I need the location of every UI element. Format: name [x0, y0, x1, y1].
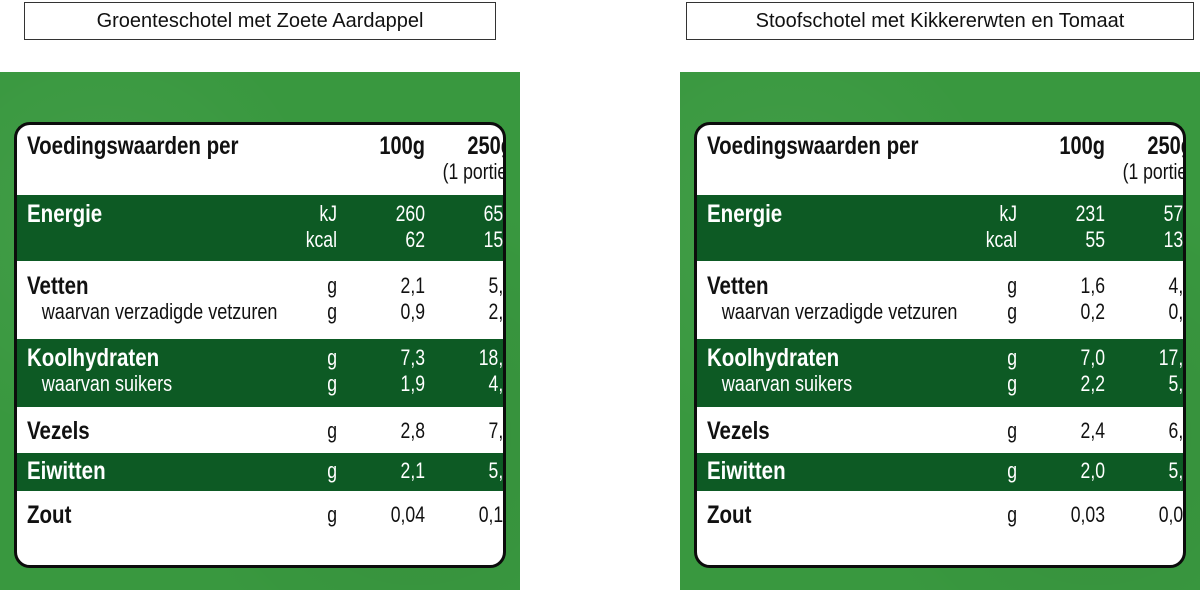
vetten-100g: 1,6 — [1080, 273, 1105, 298]
koolhydraten-label: Koolhydraten — [707, 344, 840, 372]
vezels-250g: 7,0 — [488, 418, 504, 443]
koolhydraten-100g: 7,0 — [1080, 345, 1105, 370]
unit-g: g — [1007, 502, 1017, 527]
kj-250g: 650 — [483, 201, 504, 226]
energie-label: Energie — [707, 200, 783, 228]
vezels-row: Vezels g 2,8 7,0 — [17, 413, 503, 449]
eiwitten-250g: 5,3 — [488, 458, 504, 483]
nutrition-panel-2: Voedingswaarden per 100g 250g(1 portie) … — [680, 72, 1200, 590]
kj-100g: 231 — [1075, 201, 1105, 226]
eiwitten-label: Eiwitten — [707, 457, 786, 485]
unit-g: g — [327, 345, 337, 370]
nutrition-table-1: Voedingswaarden per 100g 250g(1 portie) … — [14, 122, 506, 568]
col-portie: (1 portie) — [442, 159, 506, 184]
eiwitten-250g: 5,0 — [1168, 458, 1184, 483]
koolhydraten-250g: 17,5 — [1158, 345, 1184, 370]
zout-250g: 0,08 — [1158, 502, 1184, 527]
verzadigd-250g: 2,3 — [488, 299, 504, 324]
vetten-100g: 2,1 — [400, 273, 425, 298]
unit-g: g — [327, 371, 337, 396]
kj-250g: 577 — [1163, 201, 1184, 226]
vezels-100g: 2,4 — [1080, 418, 1105, 443]
verzadigd-100g: 0,2 — [1080, 299, 1105, 324]
unit-g: g — [327, 418, 337, 443]
zout-100g: 0,03 — [1070, 502, 1105, 527]
vezels-label: Vezels — [707, 417, 770, 445]
col-100g: 100g — [379, 132, 425, 160]
unit-g: g — [1007, 299, 1017, 324]
header-label: Voedingswaarden per — [27, 132, 239, 160]
unit-g: g — [327, 458, 337, 483]
vezels-100g: 2,8 — [400, 418, 425, 443]
kcal-100g: 55 — [1085, 227, 1105, 252]
zout-label: Zout — [27, 501, 72, 529]
header-label: Voedingswaarden per — [707, 132, 919, 160]
unit-g: g — [1007, 371, 1017, 396]
verzadigd-250g: 0,5 — [1168, 299, 1184, 324]
verzadigd-label: waarvan verzadigde vetzuren — [721, 299, 958, 324]
koolhydraten-250g: 18,3 — [478, 345, 504, 370]
col-250g: 250g — [467, 132, 503, 160]
vetten-label: Vetten — [707, 272, 769, 300]
unit-g: g — [1007, 273, 1017, 298]
col-250g: 250g — [1147, 132, 1183, 160]
product-title-2: Stoofschotel met Kikkererwten en Tomaat — [686, 2, 1194, 40]
eiwitten-100g: 2,0 — [1080, 458, 1105, 483]
kcal-250g: 138 — [1163, 227, 1184, 252]
col-100g: 100g — [1059, 132, 1105, 160]
header-row: Voedingswaarden per 100g 250g(1 portie) — [17, 133, 503, 193]
vetten-250g: 4,0 — [1168, 273, 1184, 298]
unit-kcal: kcal — [305, 227, 337, 252]
unit-g: g — [1007, 418, 1017, 443]
suikers-label: waarvan suikers — [41, 371, 173, 396]
zout-row: Zout g 0,04 0,10 — [17, 497, 503, 537]
vezels-label: Vezels — [27, 417, 90, 445]
unit-g: g — [1007, 458, 1017, 483]
koolhydraten-label: Koolhydraten — [27, 344, 160, 372]
header-row: Voedingswaarden per 100g 250g(1 portie) — [697, 133, 1183, 193]
zout-250g: 0,10 — [478, 502, 504, 527]
verzadigd-100g: 0,9 — [400, 299, 425, 324]
suikers-label: waarvan suikers — [721, 371, 853, 396]
kcal-100g: 62 — [405, 227, 425, 252]
eiwitten-row: Eiwitten g 2,1 5,3 — [17, 453, 503, 491]
eiwitten-100g: 2,1 — [400, 458, 425, 483]
suikers-100g: 2,2 — [1080, 371, 1105, 396]
suikers-250g: 4,8 — [488, 371, 504, 396]
product-title-1: Groenteschotel met Zoete Aardappel — [24, 2, 496, 40]
unit-kcal: kcal — [985, 227, 1017, 252]
nutrition-panel-1: Voedingswaarden per 100g 250g(1 portie) … — [0, 72, 520, 590]
col-portie: (1 portie) — [1122, 159, 1186, 184]
unit-kj: kJ — [999, 201, 1017, 226]
suikers-100g: 1,9 — [400, 371, 425, 396]
zout-label: Zout — [707, 501, 752, 529]
nutrition-table-2: Voedingswaarden per 100g 250g(1 portie) … — [694, 122, 1186, 568]
kj-100g: 260 — [395, 201, 425, 226]
vetten-250g: 5,3 — [488, 273, 504, 298]
verzadigd-label: waarvan verzadigde vetzuren — [41, 299, 278, 324]
eiwitten-row: Eiwitten g 2,0 5,0 — [697, 453, 1183, 491]
vezels-row: Vezels g 2,4 6,0 — [697, 413, 1183, 449]
suikers-250g: 5,5 — [1168, 371, 1184, 396]
unit-g: g — [1007, 345, 1017, 370]
zout-row: Zout g 0,03 0,08 — [697, 497, 1183, 537]
energie-label: Energie — [27, 200, 103, 228]
vezels-250g: 6,0 — [1168, 418, 1184, 443]
zout-100g: 0,04 — [390, 502, 425, 527]
unit-g: g — [327, 299, 337, 324]
unit-kj: kJ — [319, 201, 337, 226]
koolhydraten-100g: 7,3 — [400, 345, 425, 370]
vetten-label: Vetten — [27, 272, 89, 300]
unit-g: g — [327, 273, 337, 298]
kcal-250g: 155 — [483, 227, 504, 252]
eiwitten-label: Eiwitten — [27, 457, 106, 485]
unit-g: g — [327, 502, 337, 527]
